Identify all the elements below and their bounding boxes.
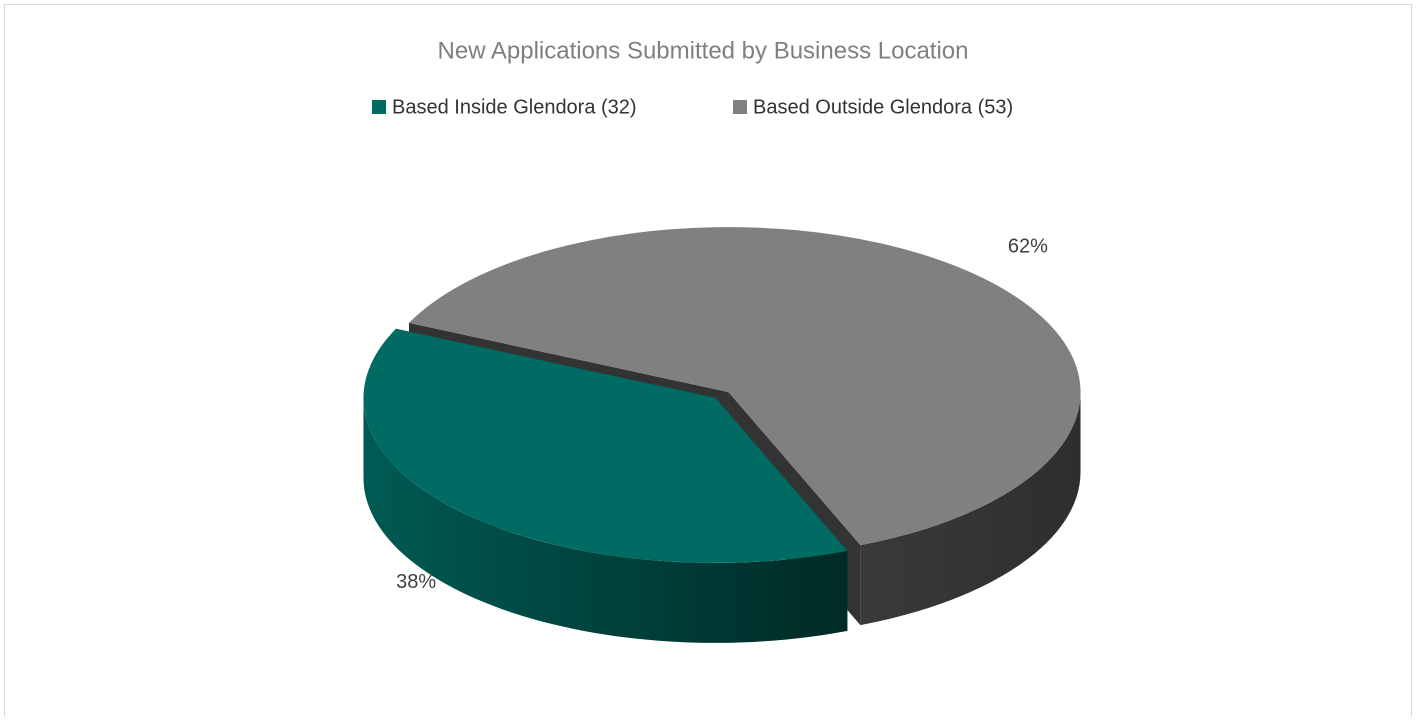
slice-wall: [860, 392, 1081, 626]
data-label: 38%: [396, 571, 436, 593]
legend-item: Based Outside Glendora (53): [733, 96, 1013, 118]
pie-slice: [363, 328, 848, 643]
slice-wall: [363, 397, 848, 643]
legend-label: Based Outside Glendora (53): [753, 96, 1013, 118]
legend-label: Based Inside Glendora (32): [392, 96, 637, 118]
legend-swatch: [733, 100, 747, 114]
legend-swatch: [372, 100, 386, 114]
slice-top: [408, 227, 1081, 546]
legend-item: Based Inside Glendora (32): [372, 96, 637, 118]
slice-top: [363, 328, 848, 563]
chart-title: New Applications Submitted by Business L…: [438, 37, 969, 64]
data-label: 62%: [1008, 235, 1048, 257]
